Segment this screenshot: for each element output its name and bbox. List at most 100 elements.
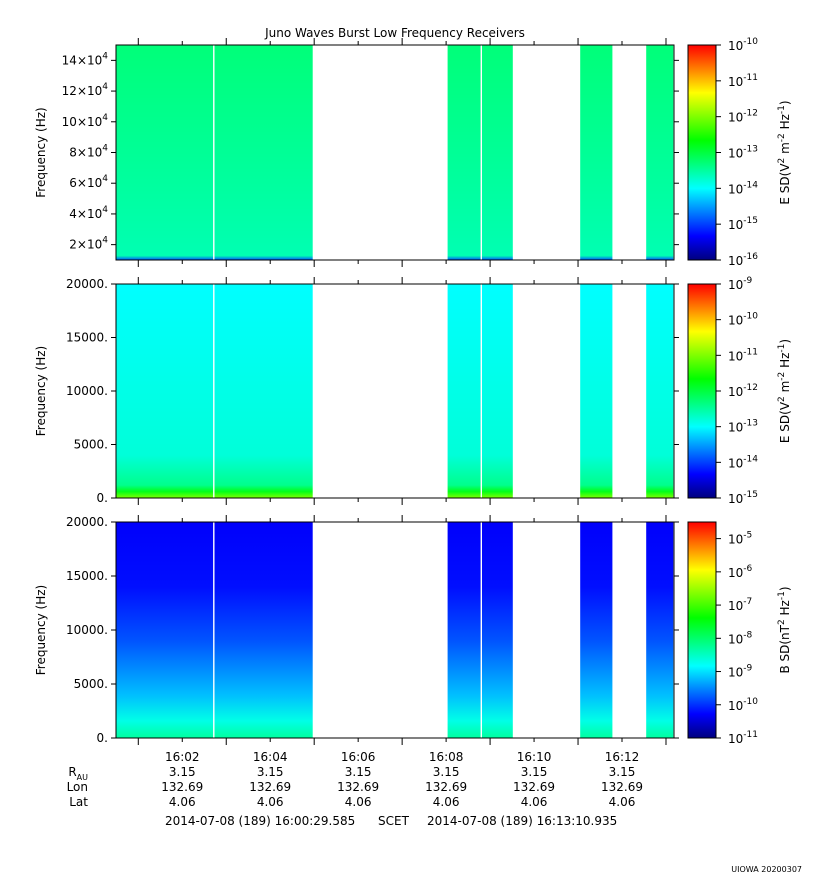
- colorbar-tick-label-upper: 10-10: [728, 37, 758, 53]
- time-tick-label: 16:08: [429, 750, 464, 764]
- colorbar-tick-label-middle: 10-11: [728, 347, 758, 363]
- colorbar-tick-label-lower: 10-6: [728, 564, 753, 580]
- y-tick-label-middle: 10000.: [66, 384, 108, 398]
- time-frame-label: SCET: [378, 814, 410, 828]
- data-interval-middle-3: [447, 284, 481, 498]
- colorbar-tick-label-upper: 10-13: [728, 145, 758, 161]
- ephemeris-label: RAU: [68, 765, 88, 782]
- colorbar-tick-label-middle: 10-10: [728, 312, 758, 328]
- ephemeris-value: 4.06: [169, 795, 196, 809]
- ephemeris-value: 4.06: [257, 795, 284, 809]
- data-interval-lower-5: [580, 522, 613, 738]
- colorbar-lower: [687, 521, 717, 739]
- y-tick-label-middle: 20000.: [66, 277, 108, 291]
- ephemeris-value: 3.15: [169, 765, 196, 779]
- y-tick-label-upper: 4×104: [69, 205, 108, 221]
- data-interval-upper-5: [580, 45, 613, 260]
- data-interval-lower-6: [646, 522, 674, 738]
- data-interval-upper-2: [214, 45, 313, 260]
- colorbar-tick-label-lower: 10-11: [728, 730, 758, 746]
- y-tick-label-upper: 14×104: [62, 51, 109, 67]
- data-interval-upper-4: [482, 45, 513, 260]
- ephemeris-value: 3.15: [345, 765, 372, 779]
- y-tick-label-middle: 0.: [97, 491, 108, 505]
- y-tick-label-lower: 20000.: [66, 515, 108, 529]
- time-tick-label: 16:12: [605, 750, 640, 764]
- data-interval-upper-6: [646, 45, 674, 260]
- data-interval-lower-4: [482, 522, 513, 738]
- y-tick-label-middle: 15000.: [66, 331, 108, 345]
- figure-title: Juno Waves Burst Low Frequency Receivers: [264, 26, 525, 40]
- y-tick-label-upper: 10×104: [62, 113, 109, 129]
- ephemeris-label: Lat: [69, 795, 88, 809]
- y-axis-label-middle: Frequency (Hz): [34, 346, 48, 437]
- time-range-end: 2014-07-08 (189) 16:13:10.935: [427, 814, 617, 828]
- time-tick-label: 16:10: [517, 750, 552, 764]
- y-tick-label-upper: 2×104: [69, 236, 108, 252]
- data-interval-middle-1: [115, 284, 214, 498]
- ephemeris-value: 3.15: [433, 765, 460, 779]
- data-interval-lower-3: [447, 522, 481, 738]
- colorbar-tick-label-lower: 10-8: [728, 630, 753, 646]
- colorbar-label-middle: E SD(V2 m-2 Hz-1): [777, 339, 792, 443]
- colorbar-label-upper: E SD(V2 m-2 Hz-1): [777, 100, 792, 204]
- panel-middle: 0. 5000. 10000. 15000. 20000. Frequency (Hz) 1…: [34, 276, 792, 506]
- data-interval-upper-3: [447, 45, 481, 260]
- y-tick-label-upper: 12×104: [62, 82, 109, 98]
- colorbar-tick-label-middle: 10-13: [728, 419, 758, 435]
- footer-stamp: UIOWA 20200307: [731, 865, 802, 874]
- ephemeris-value: 4.06: [521, 795, 548, 809]
- ephemeris-value: 3.15: [521, 765, 548, 779]
- panel-lower: 0. 5000. 10000. 15000. 20000. Frequency (Hz) 1…: [34, 515, 792, 746]
- time-tick-label: 16:04: [253, 750, 288, 764]
- y-tick-label-lower: 0.: [97, 731, 108, 745]
- colorbar-tick-label-upper: 10-16: [728, 252, 758, 268]
- colorbar-tick-label-middle: 10-14: [728, 454, 758, 470]
- data-interval-middle-2: [214, 284, 313, 498]
- y-tick-label-upper: 8×104: [69, 144, 108, 160]
- y-tick-label-lower: 10000.: [66, 623, 108, 637]
- colorbar-tick-label-upper: 10-15: [728, 216, 758, 232]
- colorbar-tick-label-upper: 10-11: [728, 73, 758, 89]
- ephemeris-value: 4.06: [433, 795, 460, 809]
- colorbar-tick-label-lower: 10-9: [728, 664, 753, 680]
- time-tick-label: 16:02: [165, 750, 200, 764]
- colorbar-tick-label-middle: 10-15: [728, 490, 758, 506]
- ephemeris-label: Lon: [67, 780, 88, 794]
- ephemeris-value: 4.06: [345, 795, 372, 809]
- time-tick-label: 16:06: [341, 750, 376, 764]
- ephemeris-value: 132.69: [601, 780, 643, 794]
- y-tick-label-lower: 5000.: [74, 677, 108, 691]
- ephemeris-value: 3.15: [257, 765, 284, 779]
- colorbar-tick-label-lower: 10-7: [728, 597, 752, 613]
- y-axis-label-upper: Frequency (Hz): [34, 107, 48, 198]
- y-tick-label-middle: 5000.: [74, 438, 108, 452]
- data-interval-lower-1: [115, 522, 214, 738]
- colorbar-tick-label-middle: 10-9: [728, 276, 753, 292]
- colorbar-tick-label-middle: 10-12: [728, 383, 758, 399]
- colorbar-tick-label-lower: 10-10: [728, 697, 758, 713]
- y-tick-label-lower: 15000.: [66, 569, 108, 583]
- colorbar-middle: [687, 283, 717, 499]
- y-tick-label-upper: 6×104: [69, 174, 108, 190]
- ephemeris-value: 132.69: [249, 780, 291, 794]
- data-interval-middle-6: [646, 284, 674, 498]
- panel-upper: 2×104 4×104 6×104 8×104 10×104 12×104 14×104 Fr…: [34, 37, 792, 268]
- ephemeris-value: 132.69: [425, 780, 467, 794]
- y-axis-label-lower: Frequency (Hz): [34, 585, 48, 676]
- colorbar-label-lower: B SD(nT2 Hz-1): [777, 586, 792, 673]
- ephemeris-value: 132.69: [513, 780, 555, 794]
- ephemeris-value: 132.69: [161, 780, 203, 794]
- data-interval-upper-1: [115, 45, 214, 260]
- colorbar-tick-label-upper: 10-12: [728, 109, 758, 125]
- data-interval-middle-5: [580, 284, 613, 498]
- time-range-start: 2014-07-08 (189) 16:00:29.585: [165, 814, 355, 828]
- colorbar-upper: [687, 44, 717, 261]
- ephemeris-value: 132.69: [337, 780, 379, 794]
- colorbar-tick-label-lower: 10-5: [728, 531, 752, 547]
- colorbar-tick-label-upper: 10-14: [728, 180, 758, 196]
- ephemeris-value: 4.06: [609, 795, 636, 809]
- data-interval-middle-4: [482, 284, 513, 498]
- ephemeris-value: 3.15: [609, 765, 636, 779]
